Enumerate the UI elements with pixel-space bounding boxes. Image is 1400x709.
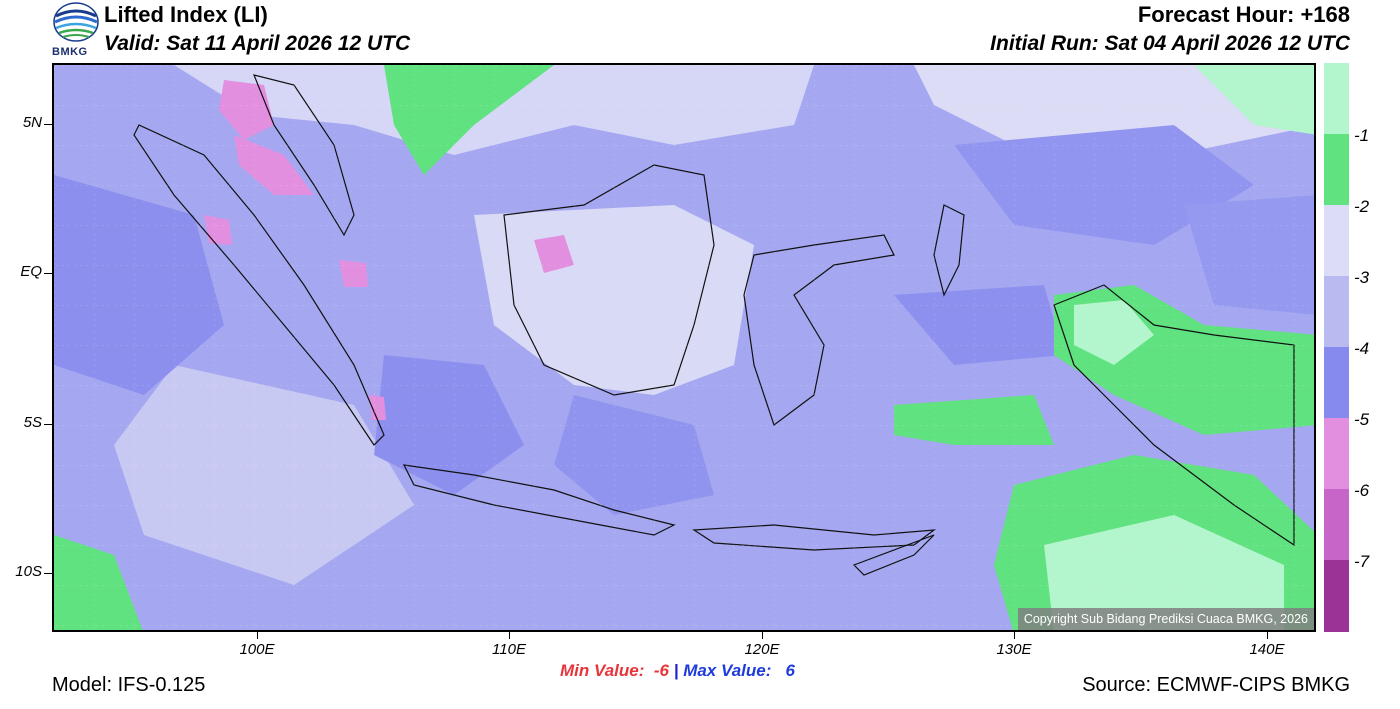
copyright-notice: Copyright Sub Bidang Prediksi Cuaca BMKG… xyxy=(1017,608,1314,630)
colorbar-label: -1 xyxy=(1354,126,1370,145)
colorbar-segment xyxy=(1324,205,1349,276)
forecast-hour: Forecast Hour: +168 xyxy=(1137,2,1350,27)
valid-time: Valid: Sat 11 April 2026 12 UTC xyxy=(104,32,411,55)
colorbar-segment xyxy=(1324,347,1349,418)
lon-tick xyxy=(257,632,258,639)
colorbar-label: -6 xyxy=(1354,481,1370,500)
lon-label: 130E xyxy=(996,641,1032,658)
colorbar-segment xyxy=(1324,63,1349,134)
max-value: Max Value: 6 xyxy=(683,661,795,680)
lon-label: 100E xyxy=(239,641,275,658)
lat-tick xyxy=(44,273,52,274)
bmkg-logo-icon xyxy=(52,2,100,60)
colorbar-label: -7 xyxy=(1354,552,1370,571)
colorbar-segment xyxy=(1324,489,1349,560)
colorbar xyxy=(1324,63,1349,632)
lat-tick xyxy=(44,124,52,125)
lat-tick xyxy=(44,573,52,574)
lat-label: EQ xyxy=(20,263,42,280)
colorbar-segment xyxy=(1324,134,1349,205)
lon-label: 110E xyxy=(492,641,526,658)
min-value: Min Value: -6 xyxy=(560,661,669,680)
source-label: Source: ECMWF-CIPS BMKG xyxy=(1082,674,1350,696)
colorbar-segment xyxy=(1324,560,1349,632)
lat-label: 5S xyxy=(23,414,42,431)
logo-text: BMKG xyxy=(52,46,88,58)
colorbar-label: -3 xyxy=(1354,268,1370,287)
lon-label: 140E xyxy=(1249,641,1285,658)
li-map: Copyright Sub Bidang Prediksi Cuaca BMKG… xyxy=(52,63,1316,632)
lat-label: 10S xyxy=(15,563,42,580)
colorbar-segment xyxy=(1324,276,1349,347)
min-max-values: Min Value: -6 | Max Value: 6 xyxy=(560,661,795,681)
colorbar-label: -4 xyxy=(1354,339,1370,358)
lat-label: 5N xyxy=(22,114,42,131)
map-canvas xyxy=(54,65,1314,630)
model-label: Model: IFS-0.125 xyxy=(52,674,206,696)
min-max-separator: | xyxy=(673,661,679,680)
lon-tick xyxy=(762,632,763,639)
lon-label: 120E xyxy=(744,641,780,658)
colorbar-label: -2 xyxy=(1354,197,1370,216)
lat-tick xyxy=(44,424,52,425)
initial-run: Initial Run: Sat 04 April 2026 12 UTC xyxy=(990,32,1350,55)
lon-tick xyxy=(1014,632,1015,639)
lon-tick xyxy=(509,632,510,639)
colorbar-segment xyxy=(1324,418,1349,489)
colorbar-label: -5 xyxy=(1354,410,1370,429)
lon-tick xyxy=(1267,632,1268,639)
map-title: Lifted Index (LI) xyxy=(104,2,268,27)
